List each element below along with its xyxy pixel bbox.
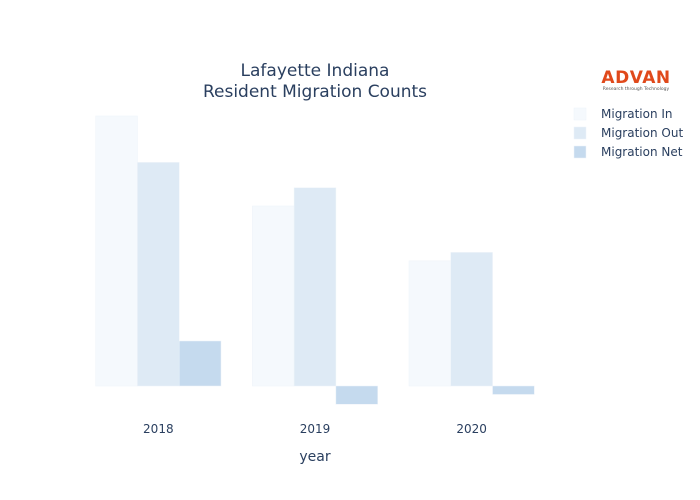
legend-label: Migration Net (601, 145, 683, 159)
bar-migration-in-2019 (252, 205, 295, 387)
legend-item-migration-out[interactable]: Migration Out (573, 126, 683, 140)
bar-migration-out-2020 (450, 252, 493, 387)
bar-migration-net-2018 (178, 340, 222, 387)
chart-title: Lafayette Indiana Resident Migration Cou… (203, 61, 427, 102)
bar-migration-out-2018 (137, 162, 180, 387)
x-tick-label-2018: 2018 (143, 422, 174, 436)
x-tick-labels: 2018 2019 2020 (143, 422, 487, 436)
x-axis-title: year (299, 449, 330, 465)
logo-tagline: Research through Technology (603, 86, 670, 92)
legend-swatch (573, 145, 587, 159)
legend-swatch (573, 107, 587, 121)
legend-swatch (573, 126, 587, 140)
bars-group (95, 115, 535, 405)
legend: Migration In Migration Out Migration Net (573, 107, 683, 159)
legend-item-migration-in[interactable]: Migration In (573, 107, 673, 121)
chart-title-line-2: Resident Migration Counts (203, 82, 427, 102)
bar-migration-in-2020 (408, 260, 452, 387)
x-tick-label-2019: 2019 (300, 422, 331, 436)
bar-migration-net-2019 (335, 385, 378, 405)
bar-migration-in-2018 (95, 115, 138, 387)
legend-label: Migration In (601, 107, 673, 121)
chart-title-line-1: Lafayette Indiana (241, 61, 390, 81)
logo-wordmark: ADVAN (601, 68, 670, 88)
advan-logo: ADVAN Research through Technology (601, 68, 670, 92)
legend-label: Migration Out (601, 126, 683, 140)
bar-migration-out-2019 (293, 187, 337, 387)
legend-item-migration-net[interactable]: Migration Net (573, 145, 683, 159)
x-tick-label-2020: 2020 (456, 422, 487, 436)
bar-migration-net-2020 (492, 385, 535, 395)
